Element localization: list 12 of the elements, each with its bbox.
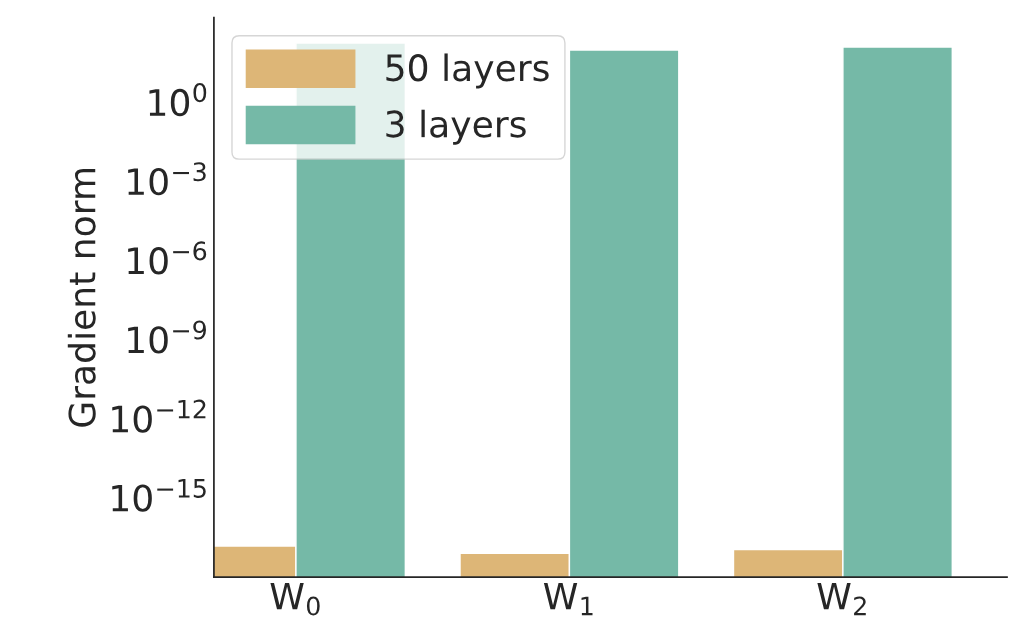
y-tick-label: 10$^{−15}$ <box>112 479 206 512</box>
y-tick-label: 10$^{0}$ <box>149 83 207 117</box>
x-tick-label: W$_{0}$ <box>270 582 320 616</box>
y-tick-label: 10$^{−9}$ <box>128 320 206 354</box>
y-axis-title: Gradient norm <box>67 168 96 427</box>
y-tick-label: 10$^{−12}$ <box>112 399 206 433</box>
y-tick-label: 10$^{−3}$ <box>128 162 206 196</box>
y-tick-label: 10$^{−6}$ <box>128 241 207 275</box>
legend-label: 3 layers <box>386 109 526 145</box>
legend-label: 50 layers <box>386 53 549 89</box>
x-tick-label: W$_{1}$ <box>543 582 593 616</box>
x-tick-label: W$_{2}$ <box>817 582 866 616</box>
